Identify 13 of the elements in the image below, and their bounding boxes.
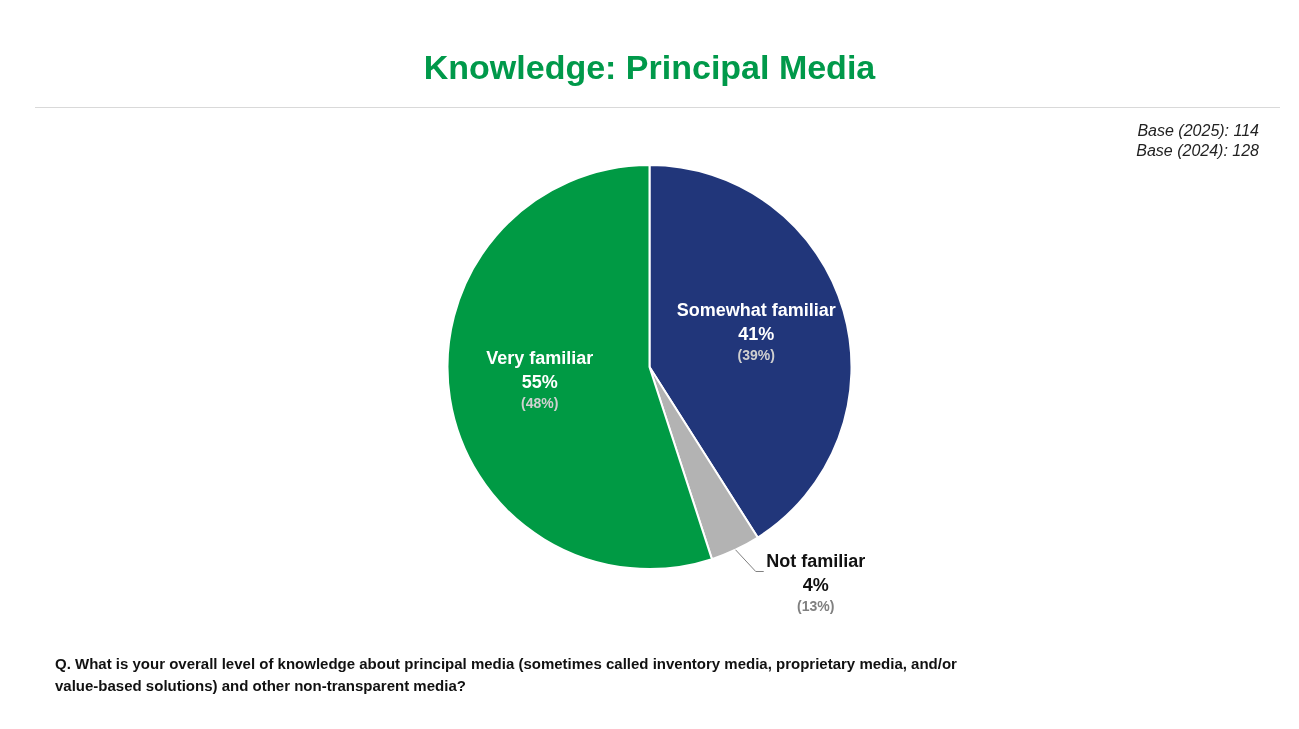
text: (39%) [737, 347, 775, 363]
text: (13%) [797, 598, 835, 615]
text: Q. What is your overall level of knowledge about principal media (sometimes called inventory media, proprietary media, and/or value-based solutions) and other non-transparent media? [55, 654, 958, 696]
chart-title: Knowledge: Principal Media [422, 48, 877, 87]
data-label: 41% [738, 324, 775, 344]
text: Base (2025): 114 [1136, 121, 1259, 141]
data-label: 55% [521, 372, 558, 393]
slice-label: Not familiar [766, 551, 866, 572]
data-label: 4% [802, 575, 829, 596]
text: (48%) [521, 395, 559, 412]
text: Base (2024): 128 [1136, 141, 1259, 161]
slice-label: Somewhat familiar [676, 300, 836, 320]
slice-label: Very familiar [486, 348, 594, 369]
